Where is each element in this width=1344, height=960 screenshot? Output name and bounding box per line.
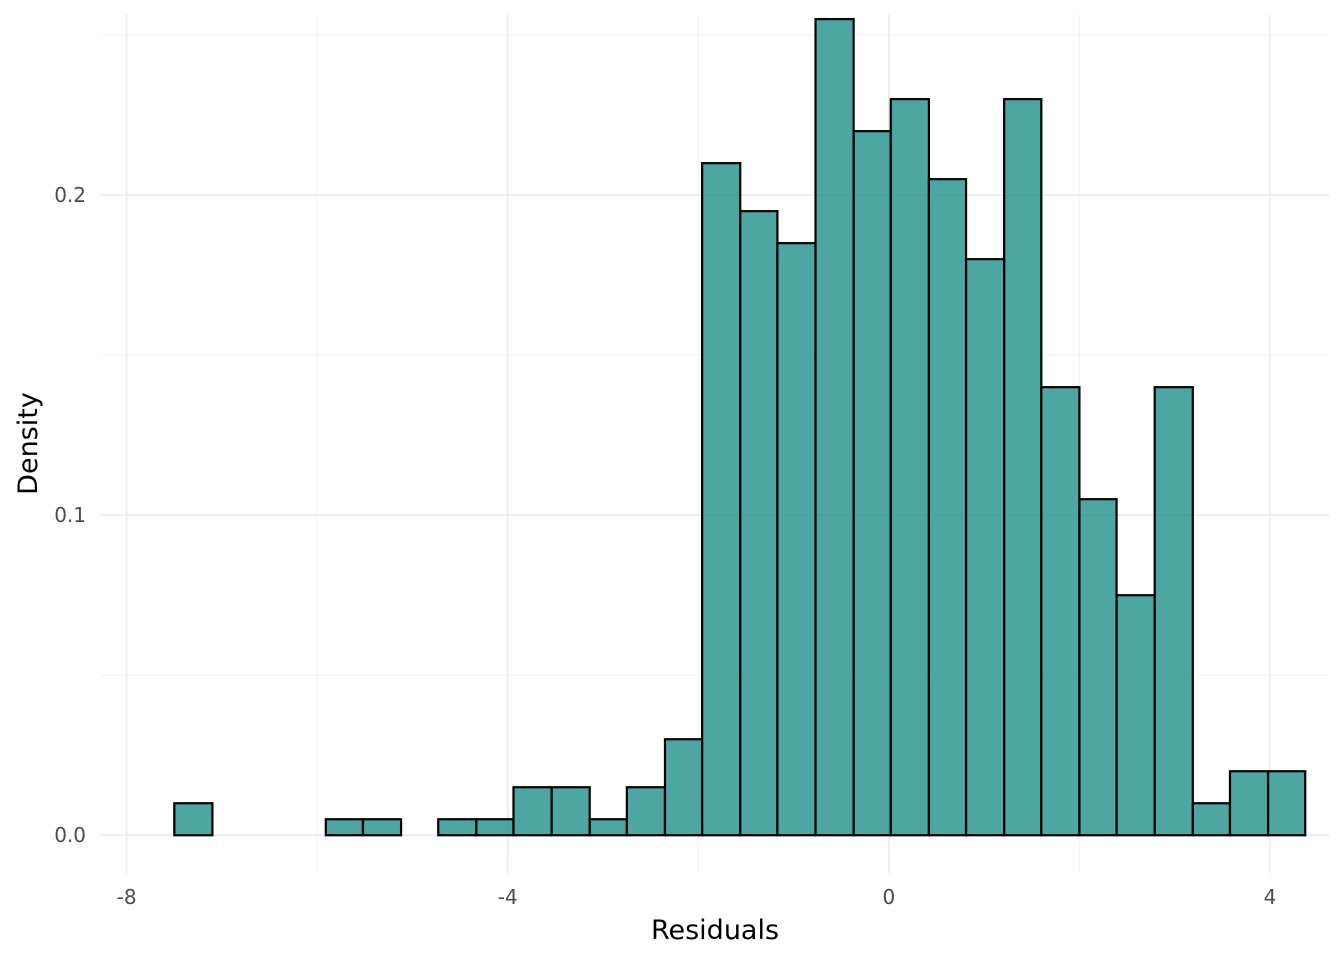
y-tick-label: 0.0 [54,823,86,847]
x-tick-label: -4 [498,885,518,909]
histogram-bar [550,786,591,837]
x-axis-tick-labels: -8 -4 0 4 [117,885,1277,909]
histogram-bar [1003,98,1043,837]
x-tick-label: -8 [117,885,137,909]
histogram-bar [361,818,403,837]
histogram-bar [1228,770,1270,837]
y-tick-label: 0.2 [54,183,86,207]
histogram-bar [437,818,478,837]
histogram-bar [1153,386,1194,837]
histogram-bar [927,178,968,837]
histogram-bar [1040,386,1081,837]
y-axis-tick-labels: 0.0 0.1 0.2 [54,183,86,847]
histogram-bar [852,130,892,837]
histogram-bar [1191,802,1232,837]
histogram-bar [776,242,817,837]
histogram-bar [324,818,365,837]
y-tick-label: 0.1 [54,503,86,527]
histogram-bar [588,818,628,837]
histogram-bar [173,802,214,837]
histogram-bar [814,18,855,837]
histogram-bar [701,162,742,837]
histogram-bar [512,786,553,837]
histogram-bar [1266,770,1307,837]
histogram-bar [475,818,515,837]
histogram-bar [1115,594,1156,837]
histogram-bar [663,738,704,837]
x-tick-label: 0 [883,885,896,909]
histogram-bars [173,18,1307,837]
histogram-bar [889,98,930,837]
histogram-bar [739,210,779,837]
histogram-bar [1078,498,1118,837]
y-axis-title: Density [13,392,44,495]
x-axis-title: Residuals [651,915,779,946]
histogram-bar [625,786,667,837]
histogram-bar [964,258,1006,837]
x-tick-label: 4 [1264,885,1277,909]
